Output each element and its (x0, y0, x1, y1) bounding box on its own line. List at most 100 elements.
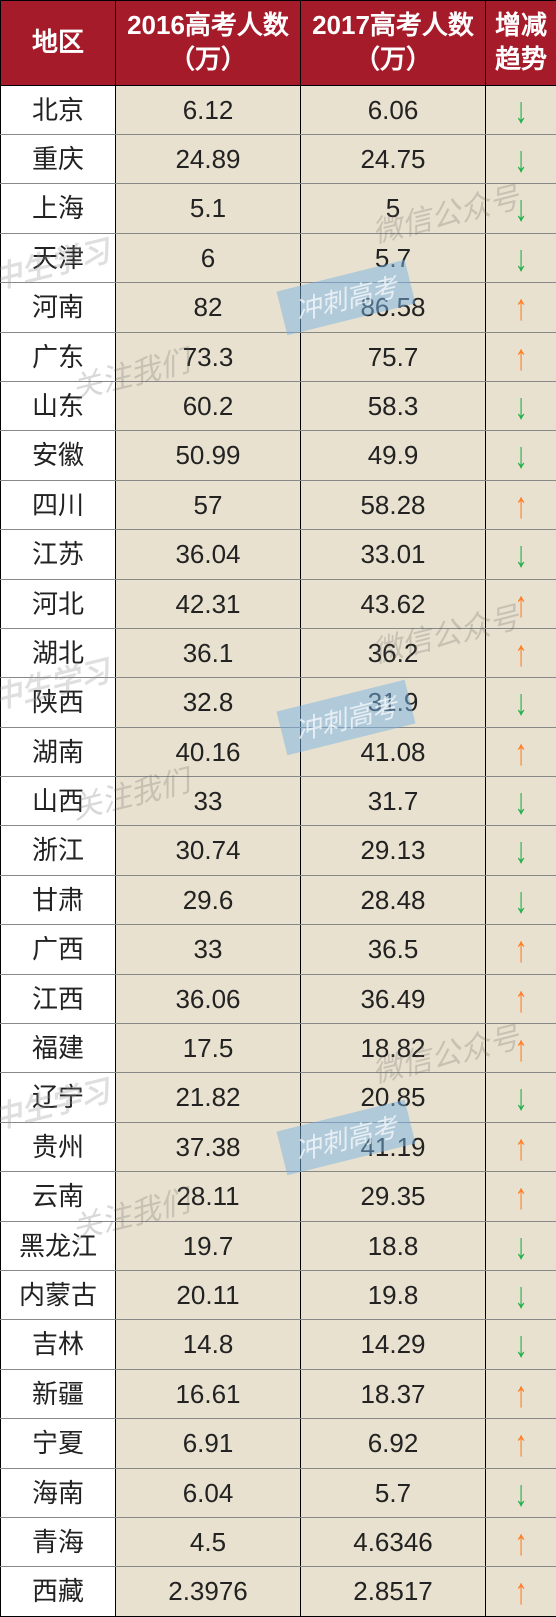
cell-region: 山西 (1, 777, 116, 826)
arrow-up-icon: ↑ (515, 1023, 528, 1074)
cell-region: 四川 (1, 480, 116, 529)
cell-2016: 2.3976 (116, 1567, 301, 1616)
cell-2017: 28.48 (301, 875, 486, 924)
cell-trend: ↑ (486, 283, 556, 332)
cell-2017: 24.75 (301, 134, 486, 183)
table-row: 河南8286.58↑ (1, 283, 556, 332)
arrow-up-icon: ↑ (515, 282, 528, 333)
table-row: 福建17.518.82↑ (1, 1024, 556, 1073)
cell-trend: ↑ (486, 332, 556, 381)
header-trend: 增减趋势 (486, 1, 556, 86)
cell-2016: 16.61 (116, 1369, 301, 1418)
arrow-down-icon: ↓ (515, 183, 528, 234)
cell-2016: 36.06 (116, 974, 301, 1023)
cell-2016: 4.5 (116, 1517, 301, 1566)
cell-region: 天津 (1, 233, 116, 282)
header-region: 地区 (1, 1, 116, 86)
arrow-up-icon: ↑ (515, 1517, 528, 1568)
arrow-down-icon: ↓ (515, 1072, 528, 1123)
cell-2016: 33 (116, 777, 301, 826)
arrow-down-icon: ↓ (515, 776, 528, 827)
arrow-down-icon: ↓ (515, 381, 528, 432)
cell-2017: 20.85 (301, 1073, 486, 1122)
cell-2017: 5.7 (301, 233, 486, 282)
cell-2017: 36.49 (301, 974, 486, 1023)
cell-trend: ↓ (486, 1320, 556, 1369)
cell-trend: ↑ (486, 1419, 556, 1468)
table-row: 新疆16.6118.37↑ (1, 1369, 556, 1418)
cell-2017: 29.13 (301, 826, 486, 875)
cell-trend: ↑ (486, 727, 556, 776)
cell-2016: 29.6 (116, 875, 301, 924)
arrow-down-icon: ↓ (515, 134, 528, 185)
arrow-down-icon: ↓ (515, 1220, 528, 1271)
cell-region: 贵州 (1, 1122, 116, 1171)
cell-region: 广东 (1, 332, 116, 381)
table-row: 重庆24.8924.75↓ (1, 134, 556, 183)
cell-2016: 57 (116, 480, 301, 529)
table-row: 湖南40.1641.08↑ (1, 727, 556, 776)
cell-region: 云南 (1, 1172, 116, 1221)
cell-2017: 18.37 (301, 1369, 486, 1418)
cell-2017: 33.01 (301, 530, 486, 579)
cell-2016: 20.11 (116, 1270, 301, 1319)
cell-trend: ↓ (486, 826, 556, 875)
cell-trend: ↓ (486, 85, 556, 134)
cell-trend: ↓ (486, 875, 556, 924)
cell-trend: ↓ (486, 777, 556, 826)
cell-region: 陕西 (1, 678, 116, 727)
cell-2017: 86.58 (301, 283, 486, 332)
arrow-up-icon: ↑ (515, 479, 528, 530)
cell-2017: 2.8517 (301, 1567, 486, 1616)
arrow-up-icon: ↑ (515, 1566, 528, 1617)
cell-2016: 30.74 (116, 826, 301, 875)
cell-region: 青海 (1, 1517, 116, 1566)
cell-2017: 49.9 (301, 431, 486, 480)
cell-trend: ↑ (486, 1122, 556, 1171)
table-row: 浙江30.7429.13↓ (1, 826, 556, 875)
cell-2017: 6.92 (301, 1419, 486, 1468)
arrow-up-icon: ↑ (515, 973, 528, 1024)
cell-2016: 6 (116, 233, 301, 282)
cell-trend: ↑ (486, 628, 556, 677)
table-row: 辽宁21.8220.85↓ (1, 1073, 556, 1122)
arrow-down-icon: ↓ (515, 1270, 528, 1321)
table-row: 山东60.258.3↓ (1, 381, 556, 430)
arrow-up-icon: ↑ (515, 1418, 528, 1469)
cell-2017: 14.29 (301, 1320, 486, 1369)
cell-2017: 58.3 (301, 381, 486, 430)
cell-2016: 36.1 (116, 628, 301, 677)
cell-2016: 42.31 (116, 579, 301, 628)
cell-region: 江苏 (1, 530, 116, 579)
table-row: 广西3336.5↑ (1, 925, 556, 974)
cell-region: 山东 (1, 381, 116, 430)
table-row: 江苏36.0433.01↓ (1, 530, 556, 579)
cell-2016: 14.8 (116, 1320, 301, 1369)
cell-2017: 4.6346 (301, 1517, 486, 1566)
table-row: 天津65.7↓ (1, 233, 556, 282)
arrow-up-icon: ↑ (515, 1368, 528, 1419)
cell-region: 宁夏 (1, 1419, 116, 1468)
cell-2017: 18.8 (301, 1221, 486, 1270)
cell-trend: ↓ (486, 381, 556, 430)
cell-region: 湖北 (1, 628, 116, 677)
cell-region: 河南 (1, 283, 116, 332)
cell-trend: ↑ (486, 1024, 556, 1073)
table-row: 内蒙古20.1119.8↓ (1, 1270, 556, 1319)
table-row: 云南28.1129.35↑ (1, 1172, 556, 1221)
cell-2016: 73.3 (116, 332, 301, 381)
cell-2017: 31.7 (301, 777, 486, 826)
cell-2016: 37.38 (116, 1122, 301, 1171)
cell-2017: 18.82 (301, 1024, 486, 1073)
cell-trend: ↑ (486, 925, 556, 974)
cell-2016: 19.7 (116, 1221, 301, 1270)
table-row: 四川5758.28↑ (1, 480, 556, 529)
cell-region: 吉林 (1, 1320, 116, 1369)
cell-trend: ↓ (486, 1468, 556, 1517)
arrow-up-icon: ↑ (515, 924, 528, 975)
cell-trend: ↑ (486, 579, 556, 628)
cell-trend: ↑ (486, 1172, 556, 1221)
arrow-up-icon: ↑ (515, 1171, 528, 1222)
cell-trend: ↑ (486, 1369, 556, 1418)
cell-2016: 36.04 (116, 530, 301, 579)
